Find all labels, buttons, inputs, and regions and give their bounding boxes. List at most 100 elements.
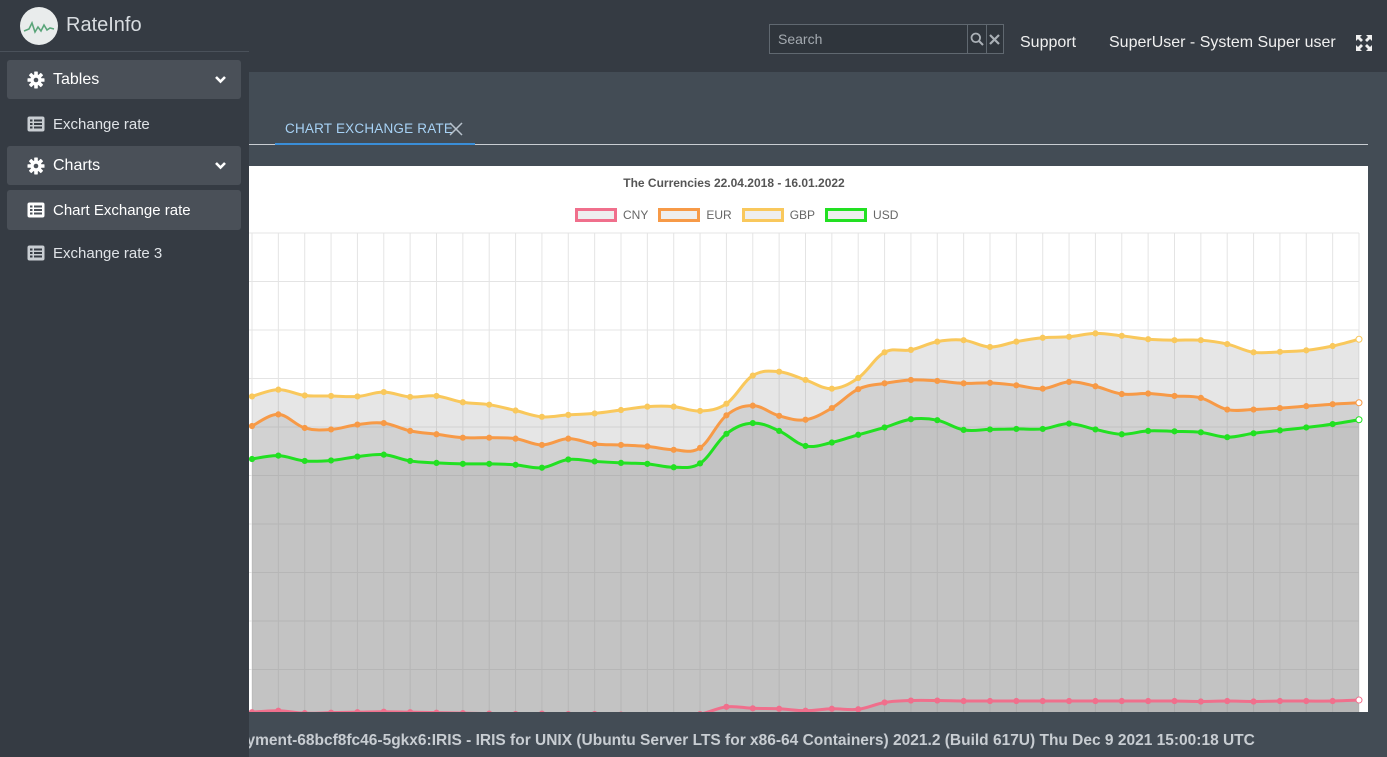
data-point[interactable] [275,411,282,418]
data-point[interactable] [986,343,994,351]
data-point[interactable] [986,697,994,705]
data-point[interactable] [934,697,941,704]
data-point[interactable] [1250,349,1257,356]
data-point[interactable] [644,443,651,450]
data-point[interactable] [1039,697,1046,705]
support-link[interactable]: Support [1020,34,1077,51]
data-point[interactable] [591,440,598,448]
data-point[interactable] [1355,416,1363,424]
data-point[interactable] [828,404,835,412]
data-point[interactable] [1013,338,1020,345]
data-point[interactable] [1145,427,1152,434]
data-point[interactable] [380,451,387,458]
data-point[interactable] [407,709,414,712]
search-input[interactable] [770,25,967,53]
data-point[interactable] [1276,348,1284,355]
data-point[interactable] [855,706,862,712]
data-point[interactable] [249,455,256,463]
search-button[interactable] [967,25,986,53]
data-point[interactable] [354,709,361,712]
data-point[interactable] [644,403,651,410]
data-point[interactable] [486,460,493,467]
data-point[interactable] [591,458,598,465]
data-point[interactable] [934,417,941,424]
data-point[interactable] [1171,697,1178,705]
data-point[interactable] [1224,697,1231,705]
data-point[interactable] [960,337,967,344]
data-point[interactable] [1039,334,1046,341]
data-point[interactable] [1118,697,1125,705]
data-point[interactable] [407,457,414,465]
data-point[interactable] [433,392,440,400]
clear-search-button[interactable] [985,25,1003,53]
data-point[interactable] [881,380,888,387]
legend-item-usd[interactable]: USD [825,208,898,222]
sidebar-item-chart-exchange-rate[interactable]: Chart Exchange rate [7,190,241,230]
data-point[interactable] [327,392,335,400]
data-point[interactable] [1092,426,1099,433]
data-point[interactable] [907,346,915,353]
data-point[interactable] [249,422,256,430]
data-point[interactable] [723,412,730,419]
legend-item-gbp[interactable]: GBP [741,208,815,222]
data-point[interactable] [1013,697,1020,705]
data-point[interactable] [327,426,335,433]
data-point[interactable] [776,705,783,712]
data-point[interactable] [275,707,282,712]
data-point[interactable] [1355,696,1363,704]
data-point[interactable] [459,460,466,467]
fullscreen-icon[interactable] [1356,35,1372,51]
data-point[interactable] [723,430,730,437]
data-point[interactable] [1092,697,1099,705]
data-point[interactable] [907,376,915,384]
data-point[interactable] [275,452,282,459]
data-point[interactable] [1092,383,1099,390]
data-point[interactable] [512,461,519,468]
sidebar-item-exchange-rate[interactable]: Exchange rate [7,104,241,144]
data-point[interactable] [696,407,704,415]
data-point[interactable] [828,385,835,392]
data-point[interactable] [565,435,572,442]
user-menu[interactable]: SuperUser - System Super user [1109,34,1336,51]
data-point[interactable] [881,699,888,706]
sidebar-group-tables[interactable]: Tables [7,60,241,99]
data-point[interactable] [1118,390,1125,398]
data-point[interactable] [644,460,651,467]
data-point[interactable] [855,374,862,382]
data-point[interactable] [1145,336,1152,343]
data-point[interactable] [1303,403,1310,410]
data-point[interactable] [1303,424,1310,431]
data-point[interactable] [855,386,862,393]
data-point[interactable] [459,710,466,712]
data-point[interactable] [459,434,466,441]
data-point[interactable] [1197,394,1204,401]
sidebar-item-exchange-rate-3[interactable]: Exchange rate 3 [7,233,241,273]
data-point[interactable] [486,434,493,441]
data-point[interactable] [301,710,308,712]
data-point[interactable] [539,710,545,712]
data-point[interactable] [459,399,466,406]
data-point[interactable] [354,453,361,460]
data-point[interactable] [670,403,677,410]
data-point[interactable] [1171,337,1178,344]
data-point[interactable] [1250,430,1257,437]
data-point[interactable] [934,338,941,345]
data-point[interactable] [1276,427,1284,434]
data-point[interactable] [301,424,308,432]
data-point[interactable] [670,446,677,453]
data-point[interactable] [591,410,598,417]
data-point[interactable] [407,393,414,401]
data-point[interactable] [855,431,862,438]
data-point[interactable] [617,441,625,449]
data-point[interactable] [1065,697,1073,705]
data-point[interactable] [828,705,835,712]
data-point[interactable] [802,376,809,384]
data-point[interactable] [749,420,756,427]
data-point[interactable] [1276,404,1284,412]
data-point[interactable] [538,464,546,471]
data-point[interactable] [327,457,335,464]
data-point[interactable] [776,412,783,419]
data-point[interactable] [565,456,572,463]
data-point[interactable] [1224,406,1231,413]
data-point[interactable] [1092,330,1099,337]
